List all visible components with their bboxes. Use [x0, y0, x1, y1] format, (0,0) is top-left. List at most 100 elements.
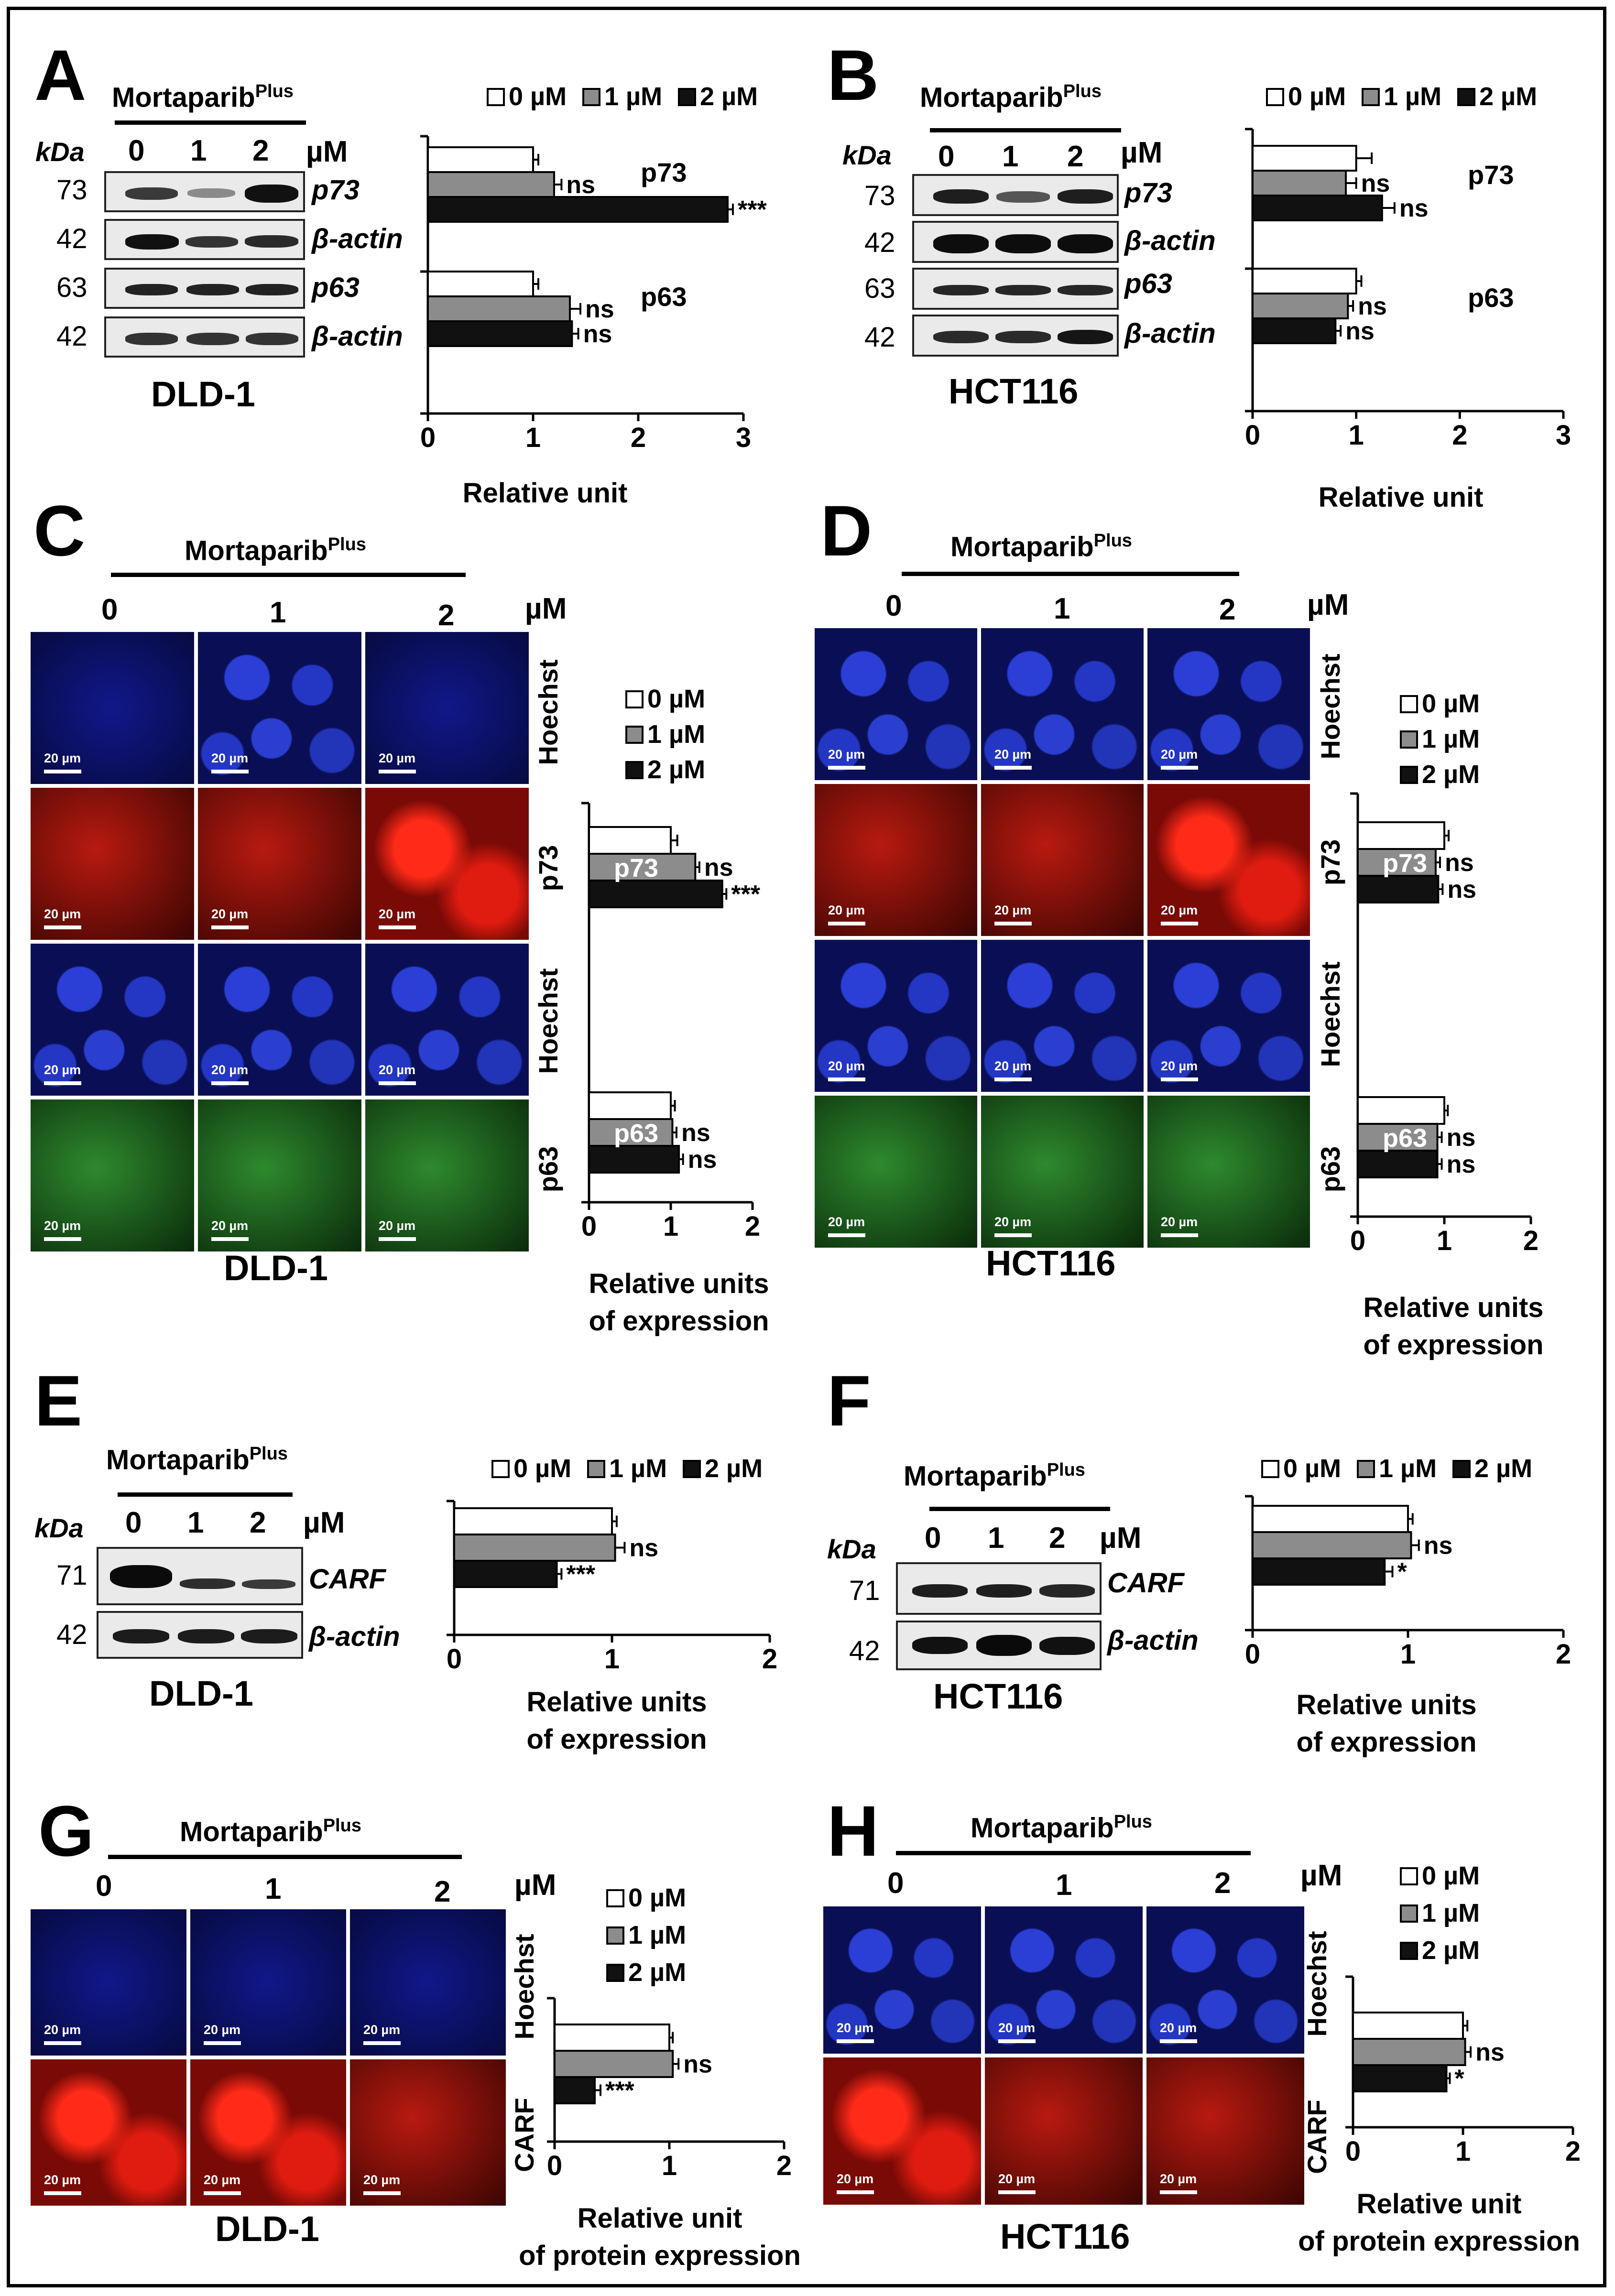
micrograph-tile: 20 µm — [350, 2059, 506, 2206]
x-tick-label: 2 — [1523, 1225, 1539, 1256]
micrograph-tile: 20 µm — [985, 2057, 1143, 2205]
scale-bar — [828, 766, 865, 770]
bar — [1252, 170, 1347, 196]
micrograph-tile: 20 µm — [815, 940, 977, 1092]
group-label: p73 — [1468, 160, 1514, 190]
legend-swatch — [487, 88, 505, 106]
scale-bar-label: 20 µm — [1160, 2021, 1197, 2035]
dose-label: 1 — [190, 134, 207, 167]
legend-label: 0 µM — [1422, 1861, 1480, 1890]
row-label: p63 — [533, 1146, 563, 1193]
legend-swatch — [1400, 1904, 1418, 1923]
dose-label: 1 — [1056, 1869, 1072, 1902]
legend-swatch — [1362, 88, 1380, 106]
x-tick-label: 2 — [631, 422, 646, 453]
micrograph-tile: 20 µm — [365, 788, 529, 940]
cell-line-label: DLD-1 — [215, 2209, 319, 2249]
cell-line-label: HCT116 — [986, 1243, 1116, 1283]
treatment-label-b: MortaparibPlus — [920, 81, 1102, 113]
x-tick-label: 2 — [745, 1211, 760, 1242]
bar — [588, 1145, 680, 1174]
kda-label: kDa — [35, 137, 85, 167]
x-tick-label: 2 — [1452, 420, 1467, 451]
significance-label: ns — [1475, 2039, 1505, 2067]
significance-label: ns — [566, 171, 595, 199]
western-blot-strip — [896, 1621, 1102, 1670]
kda-value: 73 — [56, 174, 87, 206]
legend-label: 0 µM — [1422, 689, 1480, 718]
scale-bar-label: 20 µm — [1161, 903, 1198, 917]
dose-label: 0 — [128, 134, 145, 167]
dose-label: 1 — [270, 596, 286, 629]
dose-label: 2 — [1049, 1522, 1066, 1555]
bar-chart-h: 0 µM 1 µM 2 µM 0 1 2 Relative unit of protein e… — [1298, 1861, 1581, 2257]
significance-label: *** — [731, 881, 760, 908]
scale-bar — [211, 1237, 249, 1241]
scale-bar-label: 20 µm — [837, 2021, 874, 2035]
kda-value: 42 — [56, 223, 87, 254]
scale-bar — [204, 2041, 241, 2045]
kda-value: 42 — [56, 1619, 87, 1650]
legend-swatch — [1266, 88, 1284, 106]
bar — [588, 880, 723, 908]
scale-bar-label: 20 µm — [828, 1215, 865, 1229]
scale-bar — [211, 925, 249, 929]
scale-bar — [828, 1077, 865, 1081]
scale-bar-label: 20 µm — [828, 903, 865, 917]
scale-bar-label: 20 µm — [44, 751, 81, 765]
x-tick-label: 0 — [547, 2150, 562, 2181]
scale-bar — [994, 1077, 1032, 1081]
micrograph-tile: 20 µm — [365, 944, 529, 1096]
scale-bar — [363, 2041, 401, 2045]
dose-label: 1 — [265, 1872, 282, 1905]
legend-label: 0 µM — [513, 1454, 571, 1483]
dose-label: 0 — [125, 1506, 142, 1539]
micrograph-tile: 20 µm — [1147, 784, 1310, 936]
x-tick-label: 0 — [1245, 420, 1260, 451]
legend-label: 2 µM — [705, 1454, 763, 1483]
significance-label: ns — [583, 320, 612, 348]
x-tick-label: 2 — [762, 1643, 777, 1675]
scale-bar — [1161, 922, 1198, 925]
bar — [1357, 875, 1440, 903]
legend-swatch — [1261, 1460, 1279, 1478]
treatment-label-c: MortaparibPlus — [185, 534, 366, 566]
kda-label: kDa — [827, 1534, 876, 1564]
bar — [1252, 293, 1349, 319]
protein-label: β-actin — [312, 223, 403, 254]
scale-bar — [379, 1081, 416, 1085]
micrograph-tile: 20 µm — [190, 1909, 346, 2056]
panel-label-h: H — [827, 1791, 879, 1871]
micrograph-tile: 20 µm — [350, 1909, 506, 2056]
micrograph-tile: 20 µm — [1147, 1096, 1310, 1248]
bar — [1252, 195, 1383, 221]
protein-label: β-actin — [1124, 318, 1216, 349]
significance-label: * — [1454, 2065, 1464, 2093]
scale-bar — [998, 2190, 1036, 2194]
legend-label: 2 µM — [628, 1958, 686, 1987]
bar — [427, 271, 534, 297]
legend-swatch — [1400, 766, 1418, 784]
x-axis-title: Relative units — [589, 1268, 769, 1299]
legend-label: 1 µM — [1384, 82, 1441, 111]
panel-label-f: F — [827, 1360, 871, 1441]
kda-value: 63 — [864, 273, 895, 304]
micrograph-tile: 20 µm — [365, 1099, 529, 1251]
x-tick-label: 3 — [736, 422, 751, 453]
legend-label: 2 µM — [700, 82, 758, 111]
significance-label: ns — [585, 295, 614, 323]
significance-label: *** — [605, 2077, 634, 2105]
group-label: p63 — [1468, 283, 1514, 313]
bar — [427, 196, 729, 223]
legend-label: 2 µM — [1422, 760, 1480, 789]
scale-bar — [44, 925, 81, 929]
dose-label: 2 — [252, 134, 269, 167]
treatment-line-d — [902, 572, 1239, 576]
micrograph-tile: 20 µm — [198, 1099, 361, 1251]
x-tick-label: 0 — [1345, 2136, 1361, 2167]
legend-swatch — [1457, 88, 1475, 106]
scale-bar — [44, 2191, 81, 2195]
bar — [1352, 2012, 1464, 2040]
legend-label: 0 µM — [647, 685, 705, 713]
